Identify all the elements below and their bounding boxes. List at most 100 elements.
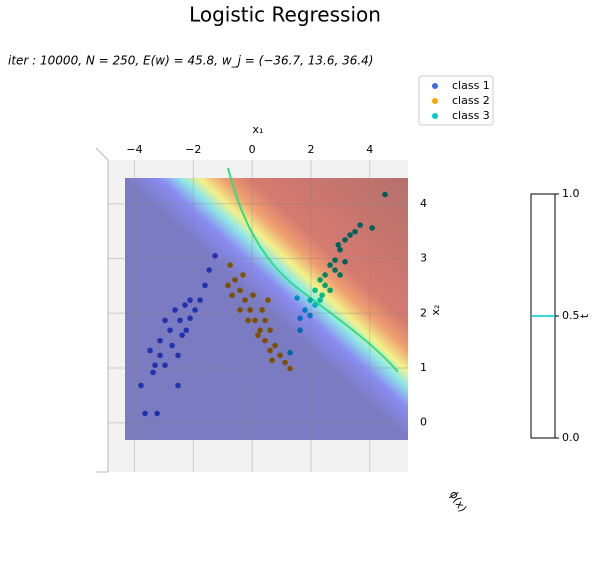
- point: [327, 287, 333, 294]
- point: [317, 277, 323, 283]
- point: [247, 307, 253, 313]
- point: [269, 357, 275, 364]
- point: [352, 228, 358, 235]
- point: [240, 272, 246, 278]
- legend-label: class 3: [452, 109, 490, 122]
- colorbar-tick-label: 1.0: [562, 187, 580, 200]
- point: [272, 342, 278, 349]
- point: [142, 410, 148, 417]
- point: [187, 315, 193, 321]
- chart-title: Logistic Regression: [189, 3, 381, 27]
- point: [297, 315, 303, 321]
- point: [182, 302, 188, 308]
- point: [227, 262, 233, 268]
- point: [335, 242, 342, 248]
- point: [237, 287, 243, 294]
- point: [302, 307, 308, 313]
- decision-boundary: [227, 167, 399, 373]
- point: [262, 317, 268, 324]
- point: [342, 259, 348, 265]
- point: [287, 349, 293, 356]
- point: [287, 365, 293, 372]
- point: [369, 225, 375, 231]
- point: [332, 257, 338, 263]
- point: [172, 307, 178, 313]
- point: [342, 237, 348, 243]
- colorbar-tick-label: 0.5: [562, 309, 580, 322]
- point: [319, 292, 325, 299]
- point: [307, 297, 313, 303]
- x-tick-label: 0: [249, 143, 256, 156]
- point: [259, 307, 265, 313]
- point: [177, 317, 183, 324]
- point: [245, 317, 251, 324]
- point: [277, 352, 283, 359]
- y-tick-label: 1: [420, 361, 427, 374]
- legend-label: class 1: [452, 79, 490, 92]
- point: [265, 297, 271, 303]
- point: [147, 347, 153, 354]
- y-tick-label: 2: [420, 306, 427, 319]
- point: [252, 317, 258, 324]
- point: [312, 302, 318, 308]
- point: [197, 297, 203, 303]
- point: [212, 252, 218, 259]
- point: [297, 327, 303, 334]
- point: [237, 307, 243, 313]
- point: [232, 277, 238, 283]
- point: [179, 332, 185, 338]
- point: [154, 410, 160, 417]
- point: [150, 369, 156, 376]
- point: [332, 267, 338, 273]
- point: [347, 232, 353, 238]
- point: [322, 282, 328, 289]
- y-tick-label: 4: [420, 197, 427, 210]
- point: [257, 327, 263, 334]
- x-tick-label: −4: [126, 143, 142, 156]
- point: [157, 352, 163, 359]
- point: [307, 312, 313, 319]
- point: [262, 337, 268, 344]
- point: [337, 272, 343, 278]
- legend-marker: [432, 98, 438, 104]
- point: [382, 191, 388, 198]
- point: [169, 342, 175, 349]
- point: [267, 347, 273, 354]
- chart-subtitle: iter : 10000, N = 250, E(w) = 45.8, w_j …: [8, 54, 373, 68]
- point: [175, 382, 181, 389]
- point: [162, 317, 168, 324]
- point: [282, 359, 288, 366]
- point: [322, 272, 328, 278]
- point: [187, 297, 193, 303]
- point: [267, 327, 273, 334]
- point: [357, 222, 363, 228]
- axes-frame: [95, 147, 109, 473]
- point: [294, 295, 300, 301]
- point: [175, 352, 181, 359]
- point: [202, 282, 208, 289]
- surface: [125, 178, 408, 440]
- y-tick-label: 0: [420, 416, 427, 429]
- point: [192, 307, 198, 313]
- point: [242, 297, 248, 303]
- x-tick-label: 4: [366, 143, 373, 156]
- point: [183, 327, 190, 334]
- point: [255, 332, 261, 338]
- colorbar-label: t: [578, 313, 591, 318]
- legend-marker: [432, 113, 438, 119]
- point: [312, 287, 318, 294]
- point: [162, 362, 168, 369]
- y-axis-label: x₂: [429, 305, 442, 316]
- point: [337, 246, 343, 253]
- legend-marker: [432, 83, 438, 89]
- z-axis-label: ϕ(x): [447, 489, 469, 515]
- point: [167, 327, 173, 334]
- point: [157, 337, 163, 344]
- y-tick-label: 3: [420, 252, 427, 265]
- point: [317, 297, 323, 303]
- x-tick-label: 2: [307, 143, 314, 156]
- point: [250, 292, 256, 299]
- legend: [418, 75, 494, 126]
- x-axis-label: x₁: [253, 123, 264, 136]
